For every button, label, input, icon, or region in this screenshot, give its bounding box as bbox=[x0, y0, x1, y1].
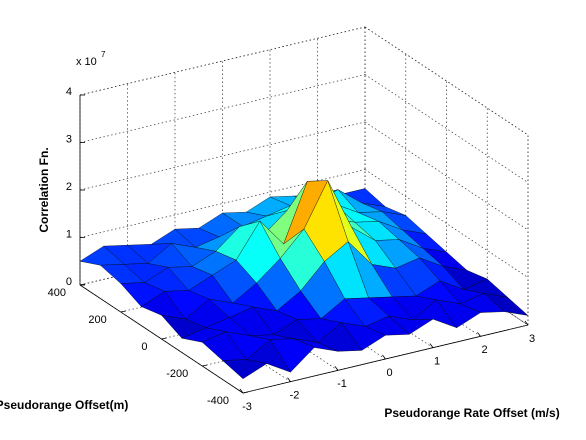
z-tick-label: 4 bbox=[66, 86, 72, 98]
x-tick-label: 1 bbox=[434, 356, 440, 368]
y-tick bbox=[202, 364, 208, 367]
x-tick-label: 0 bbox=[386, 367, 392, 379]
x-tick bbox=[524, 320, 529, 326]
x-tick bbox=[382, 354, 386, 360]
grid-line bbox=[79, 26, 366, 96]
y-tick bbox=[161, 337, 167, 340]
y-tick bbox=[120, 310, 126, 313]
y-tick-label: -200 bbox=[166, 368, 188, 380]
x-tick bbox=[239, 388, 244, 394]
y-axis-label: Pseudorange Offset(m) bbox=[0, 398, 128, 412]
grid-line bbox=[174, 262, 339, 371]
z-axis-label: Correlation Fn. bbox=[37, 147, 51, 232]
x-tick-label: 3 bbox=[529, 333, 535, 345]
z-exponent: 7 bbox=[101, 50, 106, 59]
y-tick-label: 400 bbox=[48, 287, 66, 299]
grid-line bbox=[364, 121, 529, 231]
x-tick-label: -2 bbox=[290, 390, 300, 402]
x-tick bbox=[429, 343, 434, 348]
z-tick-label: 2 bbox=[66, 181, 72, 193]
x-tick bbox=[287, 377, 291, 382]
z-multiplier: x 10 bbox=[76, 56, 97, 68]
z-tick-label: 0 bbox=[66, 276, 72, 288]
y-tick-label: 200 bbox=[88, 314, 106, 326]
grid-line bbox=[79, 121, 366, 191]
x-tick bbox=[334, 366, 339, 371]
z-tick-label: 1 bbox=[66, 228, 72, 240]
z-tick-label: 3 bbox=[66, 133, 72, 145]
y-tick bbox=[79, 283, 86, 286]
x-tick bbox=[477, 332, 481, 337]
grid-line bbox=[364, 74, 529, 183]
y-tick-label: 0 bbox=[141, 341, 147, 353]
x-axis-label: Pseudorange Rate Offset (m/s) bbox=[384, 406, 559, 420]
surface-patch bbox=[221, 359, 268, 380]
x-tick-label: -3 bbox=[242, 401, 252, 413]
y-tick-label: -400 bbox=[207, 395, 229, 407]
grid-line bbox=[79, 74, 366, 143]
y-tick bbox=[242, 391, 249, 394]
x-tick-label: 2 bbox=[481, 344, 487, 356]
grid-line bbox=[364, 169, 529, 278]
x-tick-label: -1 bbox=[337, 378, 347, 390]
grid-line bbox=[364, 26, 529, 136]
